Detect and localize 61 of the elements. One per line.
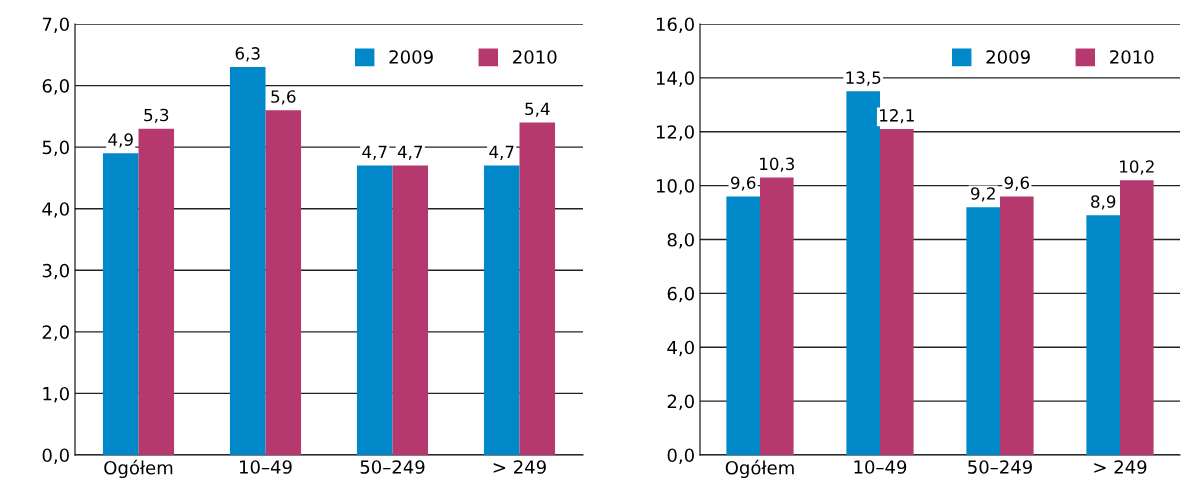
- bar: [1120, 180, 1154, 455]
- bar: [1086, 215, 1120, 455]
- bar: [356, 165, 393, 455]
- data-label: 9,6: [731, 176, 756, 191]
- bar: [102, 153, 139, 455]
- bar: [265, 110, 302, 455]
- bar: [229, 67, 266, 455]
- x-tick-label: > 249: [493, 460, 546, 474]
- x-tick-label: 10–49: [854, 460, 907, 474]
- x-tick-label: Ogółem: [725, 459, 794, 479]
- x-tick-label: 10–49: [239, 460, 292, 474]
- bar: [483, 165, 520, 455]
- y-tick-label: 7,0: [42, 17, 69, 33]
- y-tick-label: 6,0: [667, 286, 694, 303]
- x-tick-label: 50–249: [360, 460, 425, 474]
- y-tick-label: 0,0: [667, 448, 694, 464]
- bar: [966, 207, 1000, 455]
- legend-label: 2009: [389, 50, 433, 64]
- y-tick-label: 4,0: [667, 340, 694, 357]
- data-label: 5,4: [525, 102, 550, 117]
- y-tick-label: 2,0: [667, 394, 694, 411]
- y-tick-label: 4,0: [42, 202, 69, 218]
- y-tick-label: 16,0: [656, 17, 694, 33]
- data-label: 4,9: [108, 133, 133, 148]
- data-label: 4,7: [489, 145, 514, 160]
- data-label: 5,3: [144, 108, 169, 123]
- bar: [392, 165, 429, 455]
- data-label: 5,6: [271, 90, 296, 105]
- y-tick-label: 12,0: [656, 125, 694, 141]
- bar: [726, 196, 760, 455]
- bar: [138, 128, 175, 455]
- data-label: 4,7: [362, 145, 387, 160]
- data-label: 4,7: [397, 145, 423, 160]
- x-tick-label: 50–249: [968, 460, 1032, 474]
- y-tick-label: 8,0: [667, 232, 694, 249]
- data-label: 12,1: [880, 109, 914, 124]
- y-tick-label: 14,0: [656, 71, 694, 87]
- x-tick-label: > 249: [1094, 460, 1147, 474]
- y-tick-label: 3,0: [42, 263, 69, 280]
- y-tick-label: 10,0: [656, 179, 694, 195]
- data-label: 10,2: [1120, 160, 1154, 175]
- legend-label: 2010: [1110, 50, 1154, 64]
- data-label: 10,3: [760, 157, 795, 172]
- bar: [1000, 196, 1034, 455]
- data-label: 9,2: [971, 187, 995, 202]
- y-tick-label: 5,0: [42, 140, 69, 157]
- data-label: 6,3: [235, 47, 260, 62]
- bar: [760, 177, 794, 455]
- data-label: 13,5: [846, 71, 881, 86]
- legend-label: 2009: [986, 50, 1030, 64]
- x-tick-label: Ogółem: [104, 459, 173, 479]
- data-label: 8,9: [1091, 195, 1116, 210]
- y-tick-label: 6,0: [42, 79, 69, 95]
- bar: [519, 122, 556, 455]
- y-tick-label: 1,0: [43, 386, 69, 403]
- bar: [880, 129, 914, 455]
- legend-label: 2010: [513, 50, 557, 64]
- y-tick-label: 0,0: [42, 448, 69, 464]
- y-tick-label: 2,0: [42, 325, 69, 341]
- bar: [846, 91, 880, 455]
- data-label: 9,6: [1004, 176, 1029, 191]
